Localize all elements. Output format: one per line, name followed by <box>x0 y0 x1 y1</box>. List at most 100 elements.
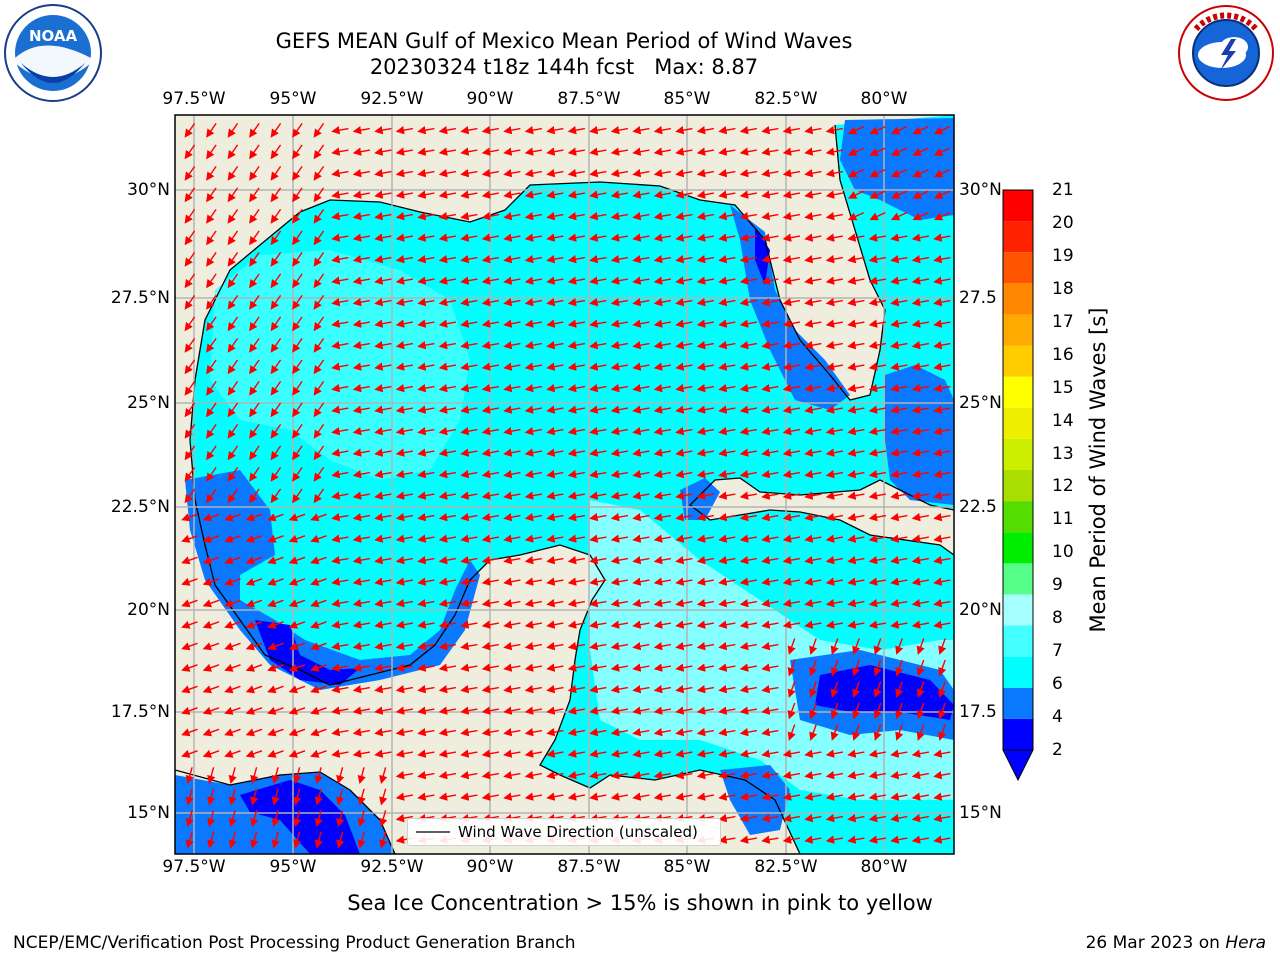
wind-arrow <box>589 233 607 242</box>
wind-arrow <box>718 599 736 608</box>
wind-arrow <box>292 251 303 267</box>
wind-arrow <box>249 165 260 181</box>
wind-arrow <box>331 427 349 436</box>
wind-arrow <box>460 319 478 328</box>
wind-arrow <box>249 122 260 138</box>
wind-arrow <box>610 620 629 629</box>
wind-arrow <box>567 298 586 307</box>
wind-arrow <box>331 577 349 586</box>
colorbar-segment <box>1003 345 1033 377</box>
wind-arrow <box>395 362 414 371</box>
wind-arrow <box>782 212 801 221</box>
wind-arrow <box>481 448 500 457</box>
wind-arrow <box>804 427 822 436</box>
wind-arrow <box>675 233 693 242</box>
wind-arrow <box>653 319 672 328</box>
wind-arrow <box>395 319 414 328</box>
wind-arrow <box>675 341 693 350</box>
wind-arrow <box>739 341 758 350</box>
wind-arrow <box>739 663 758 672</box>
wind-arrow <box>331 298 349 307</box>
wind-arrow <box>589 642 607 651</box>
wind-arrow <box>653 728 672 737</box>
wind-arrow <box>890 362 908 371</box>
wind-arrow <box>352 190 371 199</box>
wind-arrow <box>825 577 844 586</box>
wind-arrow <box>227 423 239 439</box>
wind-arrow <box>227 402 239 418</box>
wind-arrow <box>310 706 327 715</box>
wind-arrow <box>395 491 414 500</box>
wind-arrow <box>761 577 779 586</box>
wind-arrow <box>911 491 930 500</box>
wind-arrow <box>481 384 500 393</box>
wind-arrow <box>267 685 284 694</box>
wind-arrow <box>503 169 521 178</box>
wind-arrow <box>567 233 586 242</box>
wind-arrow <box>890 405 908 414</box>
wind-arrow <box>589 663 607 672</box>
wind-arrow <box>653 706 672 715</box>
wind-arrow <box>374 427 392 436</box>
wind-arrow <box>374 362 392 371</box>
wind-arrow <box>739 169 758 178</box>
wind-arrow <box>718 642 736 651</box>
wind-arrow <box>696 470 715 479</box>
wind-arrow <box>546 319 564 328</box>
wind-arrow <box>395 147 414 156</box>
wind-arrow <box>825 513 844 522</box>
wind-arrow <box>292 294 303 310</box>
wind-arrow <box>313 466 325 482</box>
wind-arrow <box>718 255 736 264</box>
wind-arrow <box>916 659 925 677</box>
lat-label-left: 17.5°N <box>110 702 170 722</box>
wind-arrow <box>675 620 693 629</box>
wind-arrow <box>567 126 586 135</box>
wind-arrow <box>653 534 672 543</box>
wind-arrow <box>696 362 715 371</box>
wind-arrow <box>825 298 844 307</box>
wind-arrow <box>249 294 260 310</box>
wind-arrow <box>331 663 349 672</box>
wind-arrow <box>696 233 715 242</box>
wind-arrow <box>782 362 801 371</box>
wind-arrow <box>417 427 435 436</box>
wind-arrow <box>374 298 392 307</box>
wind-arrow <box>567 319 586 328</box>
wind-arrow <box>292 187 303 203</box>
colorbar-segment <box>1003 687 1033 719</box>
wind-arrow <box>761 319 779 328</box>
wind-arrow <box>352 448 371 457</box>
wind-arrow <box>503 599 521 608</box>
wind-arrow <box>610 513 629 522</box>
wind-arrow <box>869 147 886 156</box>
wind-arrow <box>916 638 925 655</box>
wind-arrow <box>830 702 839 720</box>
colorbar-segment <box>1003 438 1033 470</box>
wind-arrow <box>675 169 693 178</box>
wind-arrow <box>675 190 693 199</box>
wind-arrow <box>782 190 801 199</box>
wind-arrow <box>830 659 839 677</box>
wind-arrow <box>804 147 822 156</box>
wind-arrow <box>288 642 306 651</box>
lon-label-bottom: 90°W <box>466 857 514 877</box>
wind-arrow <box>696 190 715 199</box>
wind-arrow <box>481 319 500 328</box>
wind-arrow <box>782 147 801 156</box>
wind-arrow <box>438 362 457 371</box>
wind-arrow <box>227 445 239 461</box>
wind-arrow <box>438 663 457 672</box>
wind-arrow <box>696 556 715 565</box>
wind-arrow <box>481 341 500 350</box>
wind-arrow <box>249 423 260 439</box>
wind-arrow <box>395 169 414 178</box>
wind-arrow <box>524 620 543 629</box>
wind-arrow <box>245 749 263 758</box>
wind-arrow <box>632 534 650 543</box>
wind-arrow <box>804 448 822 457</box>
west-coast-low-period <box>185 470 480 690</box>
wind-arrow <box>761 663 779 672</box>
lat-label-right: 25°N <box>959 393 1002 413</box>
wind-arrow <box>310 577 327 586</box>
